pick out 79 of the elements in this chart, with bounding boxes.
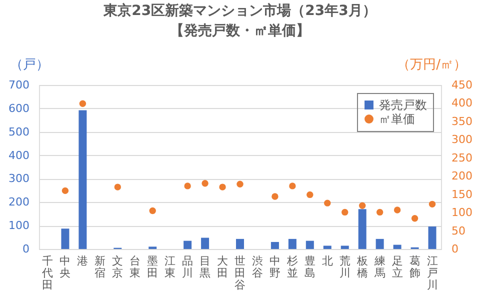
point bbox=[358, 202, 366, 209]
x-tick-label: 大田 bbox=[217, 254, 228, 280]
x-tick-label: 杉並 bbox=[286, 254, 298, 280]
y2-tick-label: 50 bbox=[452, 224, 466, 238]
x-tick-label: 文京 bbox=[112, 254, 124, 280]
y2-tick-label: 200 bbox=[452, 170, 472, 183]
bar bbox=[184, 240, 192, 249]
bar bbox=[61, 228, 70, 249]
y-tick-label: 400 bbox=[8, 148, 30, 162]
y-tick-label: 500 bbox=[8, 125, 30, 138]
chart-subtitle: 【発売戸数・㎡単価】 bbox=[170, 23, 310, 39]
point bbox=[342, 208, 348, 216]
bar bbox=[236, 238, 244, 249]
point bbox=[394, 206, 401, 214]
y-tick-label: 300 bbox=[8, 172, 30, 186]
x-tick-label: 渋谷 bbox=[252, 254, 263, 280]
bar bbox=[270, 242, 279, 249]
bar bbox=[323, 246, 332, 249]
point bbox=[202, 180, 208, 187]
y2-tick-label: 0 bbox=[452, 242, 458, 256]
x-tick-label: 墨田 bbox=[147, 254, 158, 280]
chart-title: 東京23区新築マンション市場（23年3月） bbox=[102, 2, 376, 19]
point bbox=[306, 191, 314, 198]
bar bbox=[393, 244, 402, 249]
point bbox=[149, 207, 156, 214]
x-tick-label: 江東 bbox=[164, 254, 176, 280]
y-axis-title: （戸） bbox=[10, 58, 49, 72]
bar bbox=[428, 226, 436, 249]
y2-tick-label: 150 bbox=[452, 188, 472, 201]
x-tick-label: 中央 bbox=[60, 254, 71, 280]
y-tick-label: 100 bbox=[8, 219, 30, 232]
point bbox=[272, 193, 278, 200]
x-tick-label: 北 bbox=[322, 254, 333, 268]
point bbox=[324, 200, 331, 206]
bar bbox=[358, 209, 366, 249]
y-tick-label: 200 bbox=[8, 196, 30, 209]
x-tick-label: 目黒 bbox=[200, 254, 211, 280]
point bbox=[411, 215, 418, 222]
point bbox=[289, 182, 296, 190]
y2-axis-title: （万円/㎡） bbox=[397, 58, 466, 72]
point bbox=[219, 184, 226, 190]
y2-tick-label: 450 bbox=[452, 78, 472, 92]
bar bbox=[78, 110, 87, 249]
x-tick-label: 千代田 bbox=[41, 254, 54, 292]
x-tick-label: 新宿 bbox=[94, 254, 106, 280]
x-tick-label: 世田谷 bbox=[234, 254, 246, 292]
bar bbox=[376, 238, 384, 249]
x-tick-label: 練馬 bbox=[373, 254, 386, 280]
y2-tick-label: 350 bbox=[452, 114, 472, 128]
point bbox=[79, 100, 86, 107]
x-tick-label: 荒川 bbox=[339, 254, 350, 280]
legend-label: 発売戸数 bbox=[379, 98, 427, 112]
y2-tick-label: 300 bbox=[452, 133, 472, 146]
y2-tick-label: 100 bbox=[452, 206, 472, 220]
x-tick-label: 葛飾 bbox=[409, 254, 420, 280]
x-tick-label: 江戸川 bbox=[426, 254, 438, 292]
legend-label: ㎡単価 bbox=[379, 112, 415, 126]
bar bbox=[288, 238, 296, 249]
bar bbox=[306, 240, 314, 249]
y2-tick-label: 250 bbox=[452, 151, 472, 164]
y-tick-label: 0 bbox=[22, 242, 30, 256]
x-tick-label: 足立 bbox=[392, 254, 403, 280]
x-tick-label: 台東 bbox=[130, 254, 141, 280]
y-tick-label: 700 bbox=[8, 78, 30, 92]
point bbox=[184, 182, 191, 190]
y-tick-label: 600 bbox=[8, 102, 30, 115]
point bbox=[428, 200, 436, 208]
y2-tick-label: 400 bbox=[452, 96, 472, 110]
x-tick-label: 豊島 bbox=[304, 254, 316, 280]
point bbox=[62, 187, 69, 194]
x-tick-label: 中野 bbox=[269, 254, 280, 280]
point bbox=[376, 208, 384, 216]
point bbox=[114, 184, 122, 190]
point bbox=[236, 180, 244, 188]
bar bbox=[201, 238, 210, 249]
x-tick-label: 品川 bbox=[182, 254, 194, 280]
bar bbox=[340, 246, 349, 249]
x-tick-label: 港 bbox=[77, 254, 88, 268]
x-tick-label: 板橋 bbox=[356, 254, 368, 280]
